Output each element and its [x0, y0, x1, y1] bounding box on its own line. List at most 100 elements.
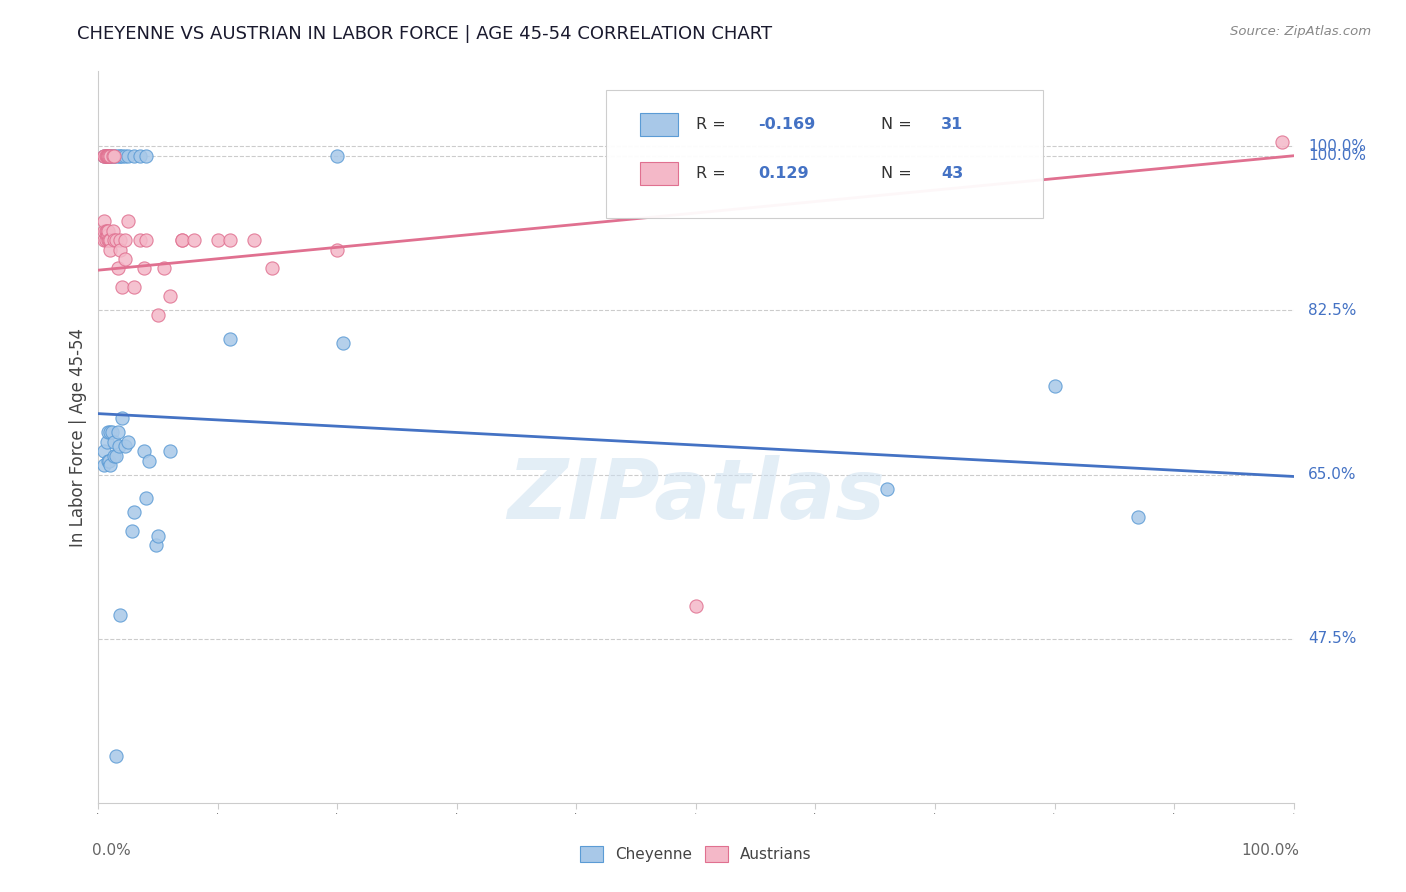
Point	[108, 243, 131, 257]
Point	[153, 261, 176, 276]
Text: Source: ZipAtlas.com: Source: ZipAtlas.com	[1230, 25, 1371, 38]
Point	[124, 505, 146, 519]
Point	[219, 332, 242, 346]
Point	[107, 440, 129, 454]
Point	[159, 289, 181, 303]
Point	[93, 224, 115, 238]
Point	[129, 149, 152, 163]
Point	[1043, 378, 1066, 392]
Point	[135, 233, 157, 247]
Point	[129, 233, 152, 247]
Point	[114, 233, 136, 247]
Point	[108, 608, 131, 623]
Point	[93, 149, 115, 163]
Point	[1271, 135, 1294, 149]
Point	[132, 261, 155, 276]
Point	[97, 149, 120, 163]
Point	[117, 149, 139, 163]
Point	[1128, 509, 1150, 524]
Point	[207, 233, 229, 247]
Point	[98, 458, 122, 473]
Point	[97, 425, 120, 440]
Point	[98, 453, 121, 467]
Text: 0.129: 0.129	[758, 166, 808, 181]
Point	[93, 214, 115, 228]
Text: N =: N =	[882, 166, 917, 181]
Point	[135, 491, 157, 505]
Point	[96, 149, 118, 163]
Point	[98, 243, 122, 257]
Text: 47.5%: 47.5%	[1308, 632, 1357, 646]
Point	[96, 228, 118, 243]
Point	[98, 149, 121, 163]
Point	[114, 149, 136, 163]
Text: ZIPatlas: ZIPatlas	[508, 455, 884, 536]
Point	[124, 280, 146, 294]
Point	[98, 149, 122, 163]
Point	[98, 149, 121, 163]
Text: R =: R =	[696, 166, 731, 181]
Point	[117, 434, 139, 449]
Point	[117, 214, 139, 228]
Point	[101, 149, 124, 163]
Point	[219, 233, 242, 247]
Point	[93, 458, 115, 473]
FancyBboxPatch shape	[640, 113, 678, 136]
Text: 100.0%: 100.0%	[1241, 843, 1299, 858]
Point	[101, 224, 124, 238]
Point	[243, 233, 266, 247]
Point	[148, 528, 170, 542]
Point	[326, 149, 349, 163]
Point	[108, 149, 131, 163]
Point	[124, 149, 146, 163]
Point	[111, 280, 134, 294]
Point	[172, 233, 194, 247]
Point	[94, 149, 117, 163]
Point	[105, 748, 128, 763]
Point	[98, 425, 122, 440]
Point	[96, 224, 118, 238]
Text: 100.0%: 100.0%	[1308, 139, 1365, 154]
Text: 82.5%: 82.5%	[1308, 303, 1357, 318]
Point	[105, 233, 128, 247]
Point	[93, 233, 115, 247]
Point	[93, 149, 115, 163]
Point	[114, 252, 136, 266]
Point	[97, 453, 120, 467]
Point	[96, 149, 118, 163]
Point	[97, 224, 120, 238]
Point	[876, 482, 898, 496]
Point	[326, 243, 349, 257]
Point	[111, 411, 134, 425]
Point	[100, 149, 122, 163]
Point	[97, 228, 120, 243]
Point	[98, 149, 122, 163]
Text: 100.0%: 100.0%	[1308, 148, 1365, 163]
Point	[260, 261, 283, 276]
Point	[121, 524, 143, 538]
Point	[97, 233, 120, 247]
Point	[114, 440, 136, 454]
Point	[108, 233, 131, 247]
Point	[148, 308, 170, 322]
Point	[94, 149, 117, 163]
Point	[98, 233, 121, 247]
Point	[183, 233, 205, 247]
Text: CHEYENNE VS AUSTRIAN IN LABOR FORCE | AGE 45-54 CORRELATION CHART: CHEYENNE VS AUSTRIAN IN LABOR FORCE | AG…	[77, 25, 772, 43]
Point	[97, 149, 120, 163]
Point	[685, 599, 707, 613]
Point	[94, 224, 117, 238]
Point	[105, 449, 128, 463]
Point	[94, 233, 117, 247]
Point	[107, 425, 129, 440]
Point	[103, 449, 125, 463]
Point	[103, 149, 125, 163]
Point	[159, 444, 181, 458]
Text: 65.0%: 65.0%	[1308, 467, 1357, 482]
FancyBboxPatch shape	[640, 162, 678, 186]
Point	[111, 149, 134, 163]
Point	[107, 149, 129, 163]
Text: R =: R =	[696, 117, 731, 132]
Text: -0.169: -0.169	[758, 117, 815, 132]
Legend: Cheyenne, Austrians: Cheyenne, Austrians	[574, 840, 818, 868]
